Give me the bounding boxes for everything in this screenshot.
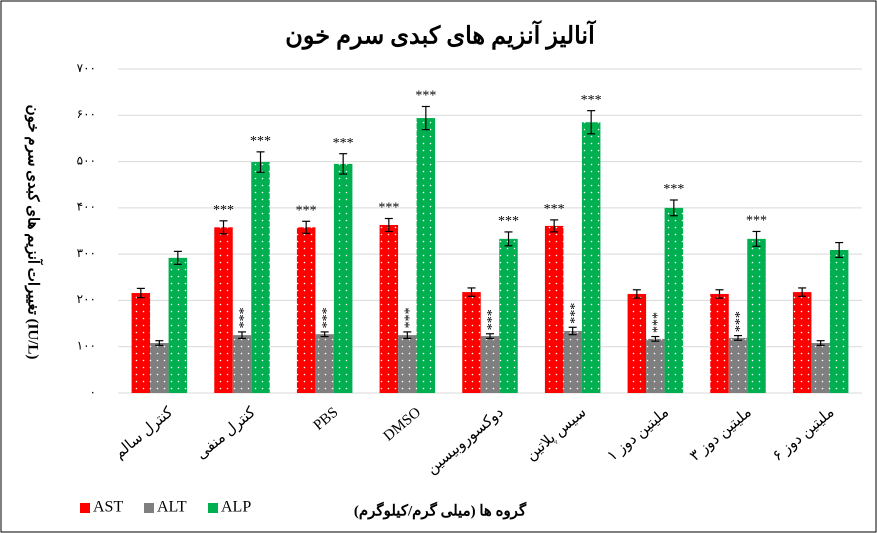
legend-swatch: [144, 503, 154, 513]
significance-label: ***: [333, 136, 354, 151]
bar: [664, 207, 684, 393]
significance-label: ***: [498, 214, 519, 229]
significance-label: ***: [415, 89, 436, 104]
error-bar: [651, 335, 660, 342]
bar: [480, 336, 500, 393]
error-bar: [587, 110, 596, 135]
chart-title: آنالیز آنزیم های کبدی سرم خون: [285, 20, 596, 51]
error-bar: [421, 105, 430, 131]
y-tick-label: ۶۰۰: [77, 107, 96, 121]
bar: [150, 343, 169, 393]
error-bar: [715, 289, 724, 299]
bar: [315, 334, 334, 393]
y-tick-label: ۳۰۰: [77, 246, 96, 260]
error-bar: [816, 340, 825, 346]
significance-label: ***: [296, 203, 317, 218]
significance-label: ***: [378, 201, 399, 216]
significance-label: ***: [250, 134, 271, 149]
bar: [728, 337, 748, 393]
bar: [710, 293, 729, 393]
error-bar: [798, 287, 807, 297]
significance-label: ***: [651, 312, 666, 333]
bar: [168, 257, 188, 393]
legend-label: ALP: [221, 499, 251, 516]
error-bar: [302, 220, 311, 234]
bar: [544, 225, 564, 393]
bar: [232, 335, 252, 393]
legend-swatch: [208, 503, 218, 513]
significance-label: ***: [544, 202, 565, 217]
bar: [646, 338, 665, 393]
significance-label: ***: [733, 311, 748, 332]
bar: [416, 118, 436, 393]
bar: [131, 293, 151, 393]
error-bar: [155, 340, 164, 346]
error-bar: [550, 219, 559, 233]
significance-label: ***: [320, 307, 335, 328]
error-bar: [339, 153, 348, 175]
bar: [379, 224, 399, 393]
y-tick-label: ۰: [90, 385, 96, 399]
bar: [296, 227, 316, 393]
bar: [251, 162, 270, 393]
legend-swatch: [80, 503, 90, 513]
significance-label: ***: [485, 309, 500, 330]
bar: [811, 343, 830, 393]
bar: [747, 238, 766, 393]
error-bar: [384, 217, 393, 233]
significance-label: ***: [581, 93, 602, 108]
significance-label: ***: [213, 203, 234, 218]
y-tick-label: ۵۰۰: [77, 153, 96, 167]
error-bar: [752, 230, 761, 247]
bar: [333, 163, 353, 393]
error-bar: [568, 326, 577, 336]
bar: [792, 292, 812, 393]
significance-label: ***: [403, 307, 418, 328]
bar: [627, 293, 647, 393]
significance-label: ***: [746, 214, 767, 229]
y-axis-title: تغییرات آنزیم های کبدی سرم خون (IU/L): [25, 105, 44, 360]
error-bar: [403, 331, 412, 339]
error-bar: [238, 331, 246, 339]
bar: [398, 335, 417, 393]
y-tick-label: ۷۰۰: [77, 61, 96, 75]
bar: [214, 227, 233, 393]
error-bar: [486, 333, 494, 339]
x-axis-title: گروه ها (میلی گرم/کیلوگرم): [354, 501, 527, 519]
error-bar: [219, 220, 228, 235]
bar: [499, 238, 518, 393]
error-bar: [734, 335, 742, 341]
error-bar: [467, 287, 476, 297]
error-bar: [504, 231, 513, 247]
significance-label: ***: [663, 182, 684, 197]
error-bar: [835, 241, 844, 258]
error-bar: [632, 289, 641, 299]
error-bar: [173, 250, 182, 265]
y-tick-label: ۴۰۰: [77, 200, 96, 214]
error-bar: [256, 151, 265, 173]
y-tick-label: ۱۰۰: [77, 338, 96, 352]
legend-label: ALT: [157, 499, 187, 516]
error-bar: [136, 287, 145, 299]
error-bar: [320, 331, 329, 338]
y-tick-label: ۲۰۰: [77, 292, 96, 306]
bar: [829, 249, 849, 393]
significance-label: ***: [237, 307, 252, 328]
error-bar: [669, 199, 678, 217]
bar: [462, 292, 481, 393]
bar: [581, 122, 601, 393]
significance-label: ***: [568, 303, 583, 324]
legend-label: AST: [93, 499, 123, 516]
bar: [563, 330, 582, 393]
